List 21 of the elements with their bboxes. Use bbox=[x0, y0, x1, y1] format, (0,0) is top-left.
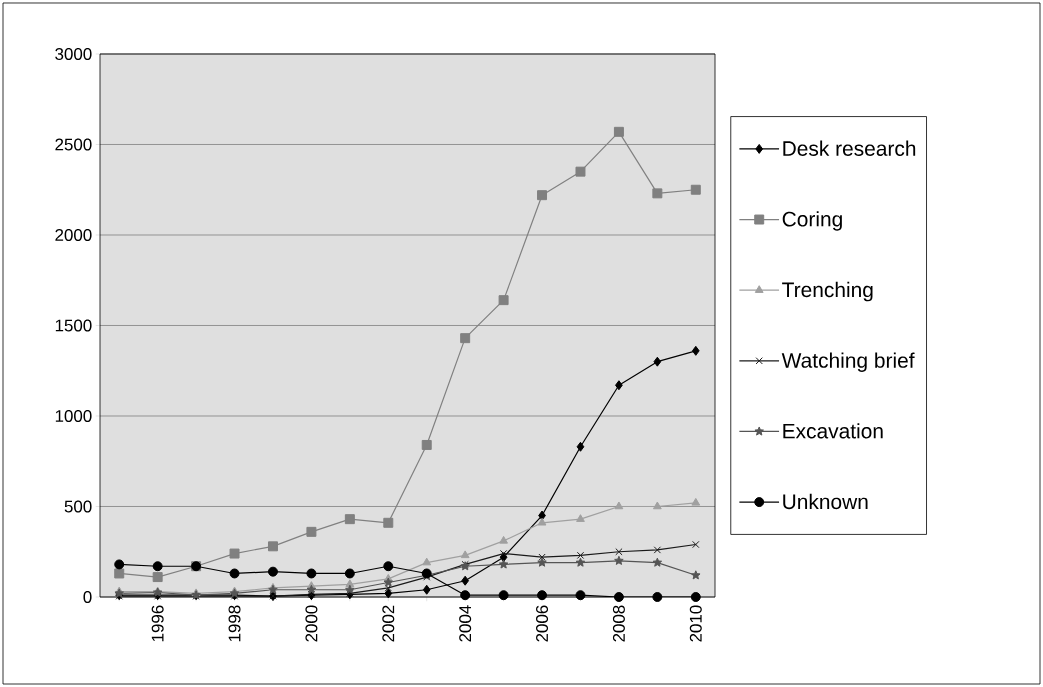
y-tick-label: 2500 bbox=[55, 138, 92, 151]
y-tick-label: 1000 bbox=[55, 410, 92, 422]
y-tick-label: 1500 bbox=[55, 319, 92, 332]
x-tick-label: 2002 bbox=[382, 605, 395, 642]
y-tick-label: 3000 bbox=[55, 47, 92, 60]
legend-label: Unknown bbox=[783, 493, 868, 510]
x-tick-label: 2010 bbox=[689, 605, 702, 642]
legend-label: Desk research bbox=[783, 140, 916, 156]
x-tick-label: 2004 bbox=[459, 605, 472, 642]
x-tick-label: 1996 bbox=[151, 605, 164, 642]
x-tick-label: 2008 bbox=[612, 605, 625, 642]
x-tick-label: 2006 bbox=[536, 605, 549, 642]
legend-label: Coring bbox=[782, 211, 842, 231]
y-tick-label: 500 bbox=[64, 500, 92, 513]
legend-label: Trenching bbox=[782, 281, 873, 302]
y-tick-label: 0 bbox=[83, 591, 92, 603]
x-tick-label: 2000 bbox=[305, 605, 318, 642]
x-tick-label: 1998 bbox=[228, 605, 241, 642]
legend-label: Excavation bbox=[783, 423, 883, 439]
y-tick-label: 2000 bbox=[55, 229, 92, 241]
legend-label: Watching brief bbox=[781, 352, 915, 372]
